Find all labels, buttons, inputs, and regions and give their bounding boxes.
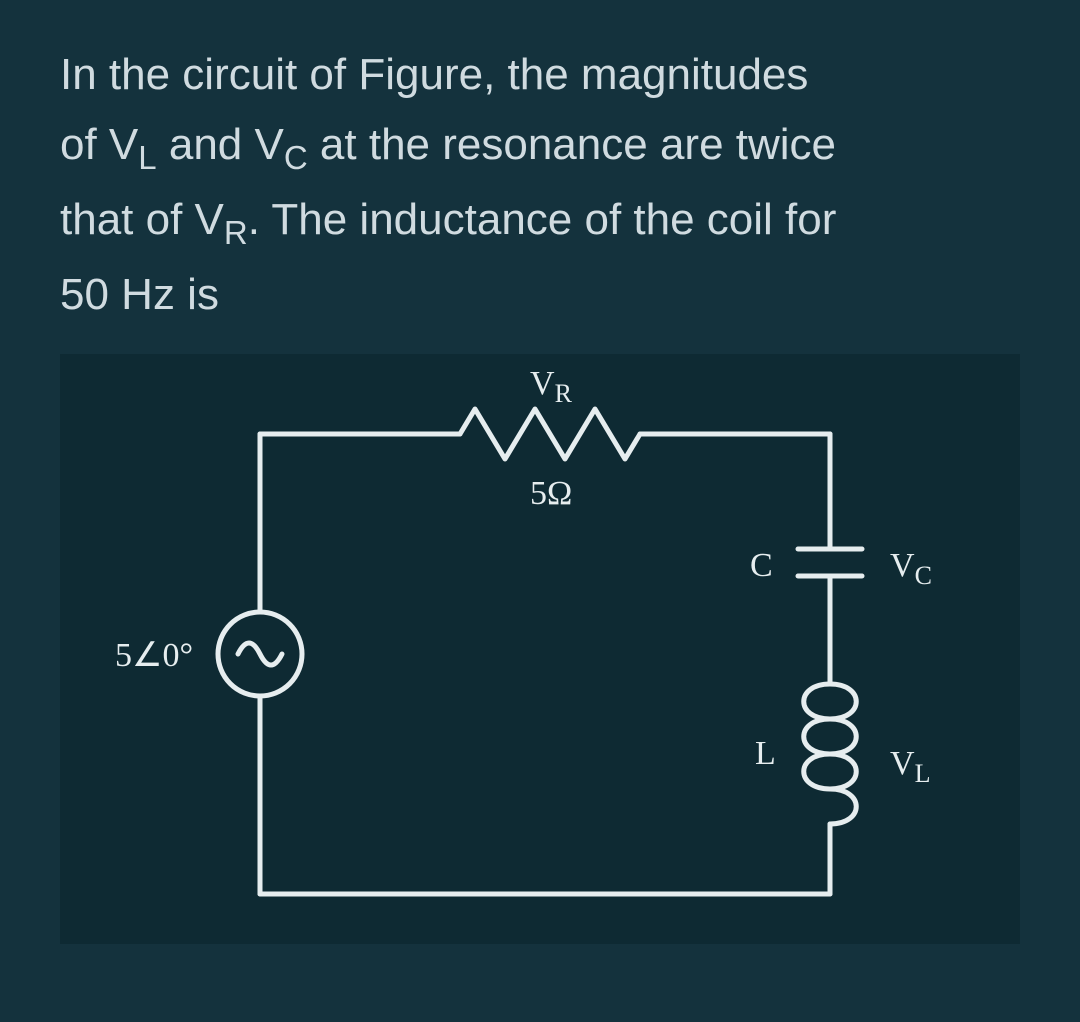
q-sub-R: R <box>224 214 248 251</box>
capacitor-vc: VC <box>890 547 932 590</box>
q-sub-L: L <box>138 139 156 176</box>
inductor-vl: VL <box>890 745 930 788</box>
q-line3-pre: that of V <box>60 195 224 244</box>
q-line1: In the circuit of Figure, the magnitudes <box>60 50 808 99</box>
q-line2-pre: of V <box>60 120 138 169</box>
page-container: In the circuit of Figure, the magnitudes… <box>0 0 1080 944</box>
capacitor <box>798 549 862 576</box>
inductor-letter: L <box>755 735 776 772</box>
circuit-svg: 5∠0° VR 5Ω C <box>60 354 1020 944</box>
q-line2-mid: and V <box>157 120 284 169</box>
q-sub-C: C <box>284 139 308 176</box>
resistor-label-vr: VR <box>530 365 573 408</box>
source-label: 5∠0° <box>115 637 193 674</box>
resistor-value: 5Ω <box>530 475 572 512</box>
circuit-diagram: 5∠0° VR 5Ω C <box>60 354 1020 944</box>
ac-source <box>218 612 302 696</box>
inductor <box>804 684 857 824</box>
q-line2-post: at the resonance are twice <box>308 120 836 169</box>
resistor <box>460 409 640 459</box>
question-text-block: In the circuit of Figure, the magnitudes… <box>60 40 1020 330</box>
q-line4: 50 Hz is <box>60 270 219 319</box>
capacitor-letter: C <box>750 547 773 584</box>
q-line3-post: . The inductance of the coil for <box>248 195 837 244</box>
